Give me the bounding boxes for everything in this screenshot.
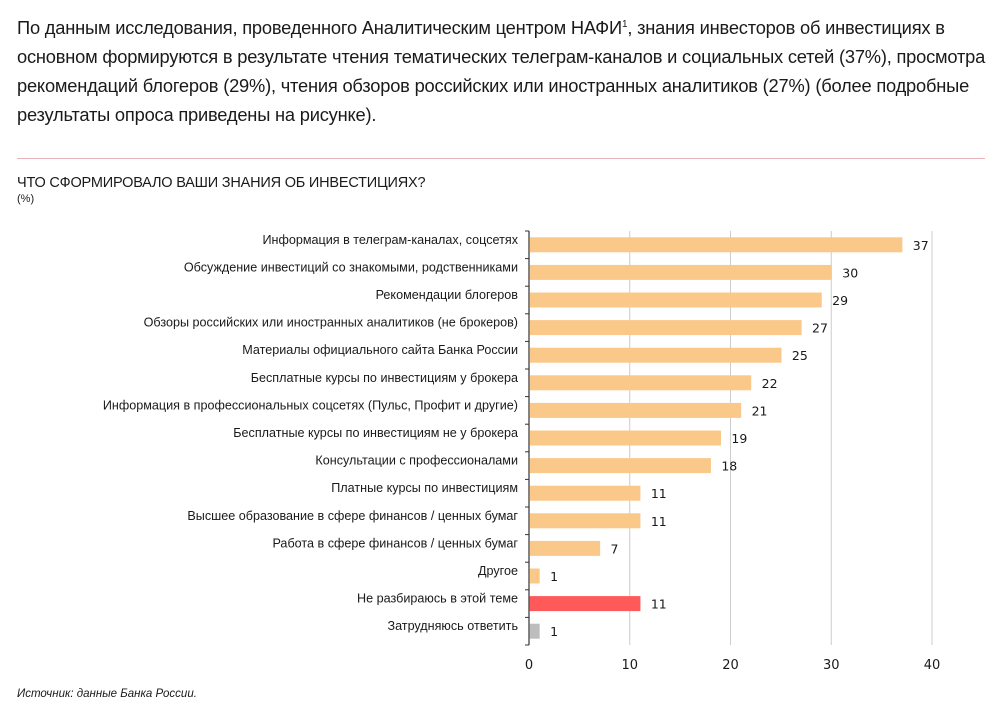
category-label: Высшее образование в сфере финансов / це… <box>187 509 518 523</box>
bar <box>529 320 802 336</box>
category-label: Не разбираюсь в этой теме <box>357 592 518 606</box>
category-label: Другое <box>478 564 518 578</box>
x-tick-label: 40 <box>924 658 941 673</box>
value-label: 27 <box>812 321 828 336</box>
bar <box>529 458 711 474</box>
category-label: Информация в профессиональных соцсетях (… <box>103 398 518 412</box>
category-label: Бесплатные курсы по инвестициям не у бро… <box>233 426 518 440</box>
x-tick-label: 20 <box>722 658 739 673</box>
bar <box>529 485 641 501</box>
bar <box>529 623 540 639</box>
footnote-mark[interactable]: 1 <box>621 19 628 30</box>
chart-title: ЧТО СФОРМИРОВАЛО ВАШИ ЗНАНИЯ ОБ ИНВЕСТИЦ… <box>17 175 426 191</box>
value-label: 22 <box>762 376 778 391</box>
separator-line <box>17 158 985 159</box>
x-tick-label: 0 <box>525 658 533 673</box>
value-label: 18 <box>721 459 737 474</box>
value-label: 25 <box>792 348 808 363</box>
category-label: Рекомендации блогеров <box>376 288 519 302</box>
bar <box>529 292 822 308</box>
category-label: Консультации с профессионалами <box>315 454 518 468</box>
intro-text-before: По данным исследования, проведенного Ана… <box>17 17 622 39</box>
x-tick-label: 30 <box>823 658 840 673</box>
value-label: 1 <box>550 624 558 639</box>
bar <box>529 347 782 363</box>
bar <box>529 568 540 584</box>
source-note: Источник: данные Банка России. <box>17 688 197 700</box>
value-label: 30 <box>842 265 858 280</box>
bar <box>529 596 641 612</box>
bar <box>529 430 722 446</box>
category-label: Обзоры российских или иностранных аналит… <box>144 316 518 330</box>
category-label: Затрудняюсь ответить <box>387 619 518 633</box>
value-label: 37 <box>913 238 929 253</box>
bar <box>529 513 641 529</box>
bar <box>529 264 832 280</box>
value-label: 1 <box>550 569 558 584</box>
category-label: Материалы официального сайта Банка Росси… <box>242 343 518 357</box>
value-label: 7 <box>611 541 619 556</box>
category-label: Информация в телеграм-каналах, соцсетях <box>263 233 519 247</box>
value-label: 19 <box>731 431 747 446</box>
value-label: 21 <box>752 403 768 418</box>
bar <box>529 402 742 418</box>
bar <box>529 375 752 391</box>
category-label: Работа в сфере финансов / ценных бумаг <box>272 536 518 550</box>
category-label: Платные курсы по инвестициям <box>331 481 518 495</box>
bar <box>529 237 903 253</box>
value-label: 11 <box>651 597 667 612</box>
intro-text-after: , знания инвесторов об инвестициях в осн… <box>17 17 986 126</box>
value-label: 29 <box>832 293 848 308</box>
value-label: 11 <box>651 514 667 529</box>
bar <box>529 540 601 556</box>
category-label: Обсуждение инвестиций со знакомыми, родс… <box>184 260 518 274</box>
category-label: Бесплатные курсы по инвестициям у брокер… <box>251 371 518 385</box>
x-tick-label: 10 <box>621 658 638 673</box>
value-label: 11 <box>651 486 667 501</box>
chart-unit: (%) <box>17 193 35 205</box>
intro-paragraph: По данным исследования, проведенного Ана… <box>17 10 992 129</box>
